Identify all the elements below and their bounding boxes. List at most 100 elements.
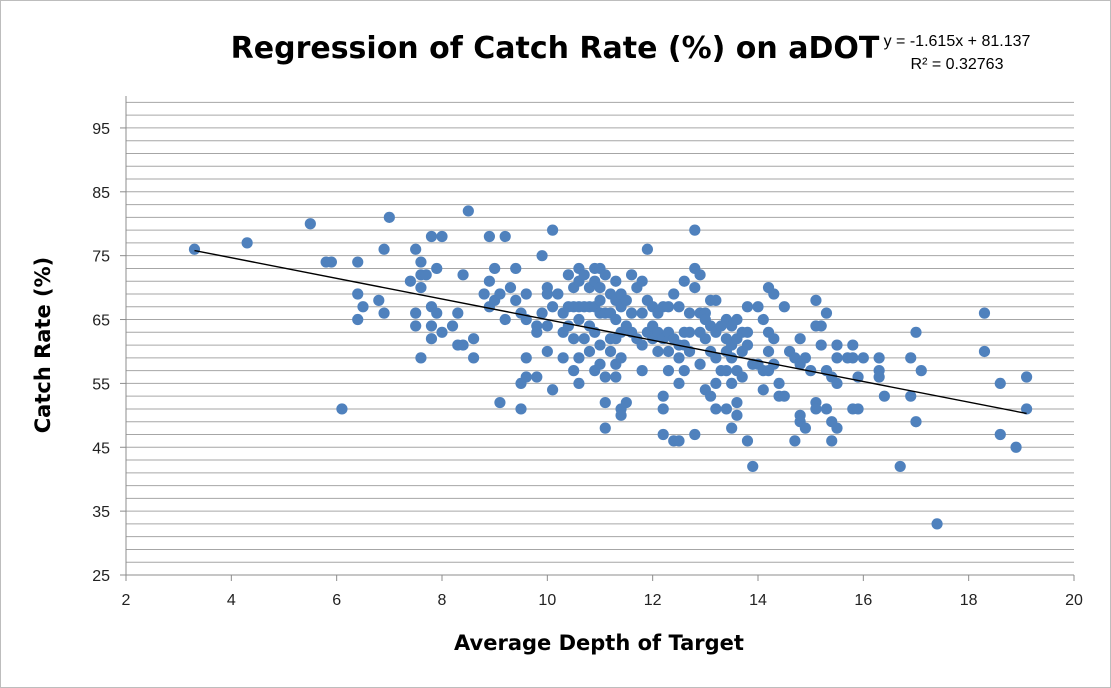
scatter-point <box>931 518 943 530</box>
scatter-point <box>420 269 432 281</box>
scatter-point <box>578 269 590 281</box>
scatter-point <box>404 275 416 287</box>
scatter-point <box>820 403 833 415</box>
scatter-point <box>683 307 696 319</box>
scatter-point <box>657 390 669 402</box>
scatter-point <box>762 345 775 358</box>
scatter-point <box>910 416 922 428</box>
scatter-point <box>636 365 648 377</box>
scatter-point <box>741 339 754 351</box>
scatter-point <box>752 301 764 313</box>
scatter-point <box>241 237 253 249</box>
scatter-point <box>678 365 690 377</box>
scatter-point <box>336 403 348 415</box>
scatter-point <box>894 460 906 473</box>
scatter-point <box>410 307 422 319</box>
scatter-point <box>483 275 495 287</box>
scatter-point <box>799 352 812 364</box>
scatter-point <box>689 428 701 441</box>
scatter-point <box>415 352 427 364</box>
scatter-point <box>1021 371 1033 383</box>
y-tick-label: 35 <box>92 504 110 521</box>
scatter-point <box>641 243 654 255</box>
scatter-point <box>462 205 474 217</box>
scatter-point <box>536 250 548 262</box>
scatter-point <box>431 262 443 275</box>
scatter-point <box>520 371 532 383</box>
scatter-point <box>541 288 553 300</box>
scatter-point <box>847 352 859 364</box>
scatter-point <box>857 352 869 364</box>
scatter-point <box>515 403 527 415</box>
scatter-point <box>710 403 722 415</box>
scatter-point <box>352 313 364 326</box>
scatter-point <box>452 307 464 319</box>
scatter-point <box>415 282 427 294</box>
chart-title: Regression of Catch Rate (%) on aDOT <box>231 31 880 66</box>
scatter-point <box>541 320 553 332</box>
scatter-point <box>815 320 827 332</box>
scatter-point <box>541 345 553 358</box>
scatter-point <box>773 377 785 389</box>
scatter-point <box>994 428 1006 441</box>
scatter-point <box>573 377 585 389</box>
scatter-point <box>568 365 580 377</box>
scatter-point <box>915 365 927 377</box>
scatter-point <box>562 320 575 332</box>
scatter-point <box>810 294 822 306</box>
scatter-point <box>910 326 922 338</box>
scatter-point <box>599 396 611 409</box>
scatter-point <box>636 307 648 319</box>
scatter-point <box>410 243 422 255</box>
scatter-point <box>573 313 585 326</box>
scatter-point <box>478 288 490 300</box>
scatter-point <box>668 288 680 300</box>
trendline-group <box>194 249 1027 415</box>
scatter-point <box>778 390 790 402</box>
scatter-point <box>457 269 469 281</box>
scatter-point <box>705 390 717 402</box>
x-axis-title: Average Depth of Target <box>454 631 744 655</box>
scatter-point <box>626 307 638 319</box>
scatter-point <box>794 333 806 345</box>
scatter-point <box>599 269 611 281</box>
scatter-point <box>520 352 532 364</box>
scatter-point <box>657 403 669 415</box>
scatter-point <box>731 409 743 421</box>
scatter-point <box>905 352 917 364</box>
scatter-point <box>378 307 390 319</box>
scatter-point <box>720 403 733 415</box>
scatter-point <box>673 435 685 447</box>
scatter-point <box>536 307 548 319</box>
scatter-point <box>373 294 385 306</box>
scatter-point <box>683 326 696 338</box>
scatter-point <box>636 275 648 287</box>
scatter-point <box>436 230 448 243</box>
scatter-point <box>689 224 701 236</box>
scatter-point <box>573 352 585 364</box>
scatter-point <box>594 294 606 306</box>
scatter-point <box>662 365 675 377</box>
scatter-point <box>352 256 364 268</box>
trendline <box>194 249 1027 415</box>
scatter-point <box>994 377 1006 389</box>
scatter-point <box>457 339 469 351</box>
x-tick-label: 6 <box>332 592 341 609</box>
scatter-point <box>499 313 511 326</box>
scatter-point <box>673 377 685 389</box>
scatter-point <box>494 288 506 300</box>
x-tick-label: 18 <box>960 592 978 609</box>
scatter-point <box>499 230 511 243</box>
x-tick-label: 4 <box>227 592 236 609</box>
scatter-point <box>694 358 706 370</box>
scatter-point <box>620 396 632 409</box>
scatter-point <box>520 288 532 300</box>
scatter-point <box>741 326 754 338</box>
scatter-point <box>510 294 522 306</box>
scatter-point <box>768 333 780 345</box>
scatter-point <box>789 435 801 447</box>
axes <box>120 96 1075 581</box>
x-tick-label: 8 <box>438 592 447 609</box>
data-points <box>188 205 1033 530</box>
